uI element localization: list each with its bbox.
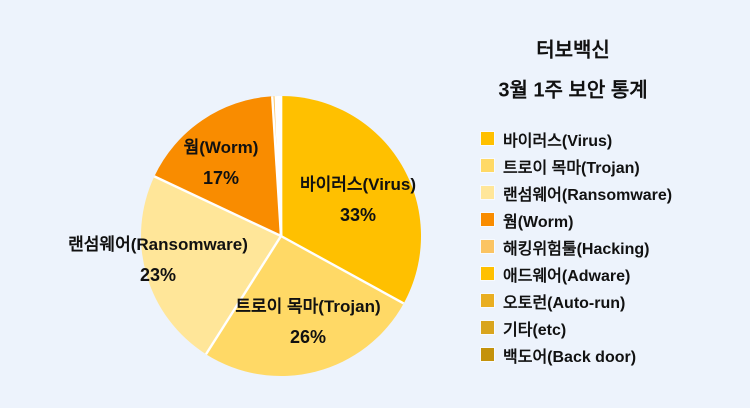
legend-item-etc: 기타(etc) <box>481 314 672 341</box>
slice-label-virus-name: 바이러스(Virus) <box>299 175 417 194</box>
slice-label-worm-name: 웜(Worm) <box>183 138 259 157</box>
legend-label-virus: 바이러스(Virus) <box>503 132 613 150</box>
slice-label-worm: 웜(Worm) 17% <box>184 133 259 193</box>
legend-swatch-etc <box>481 321 494 334</box>
pie-slice <box>205 236 404 377</box>
legend-swatch-ransomware <box>481 186 494 199</box>
legend-swatch-trojan <box>481 159 494 172</box>
pie-slice <box>154 96 281 236</box>
chart-title: 터보백신 <box>536 39 610 62</box>
slice-label-trojan-name: 트로이 목마(Trojan) <box>235 297 381 316</box>
legend-item-virus: 바이러스(Virus) <box>481 125 672 152</box>
legend: 바이러스(Virus) 트로이 목마(Trojan) 랜섬웨어(Ransomwa… <box>481 125 672 368</box>
chart-subtitle: 3월 1주 보안 통계 <box>498 79 648 102</box>
legend-label-etc: 기타(etc) <box>503 321 567 339</box>
legend-item-ransomware: 랜섬웨어(Ransomware) <box>481 179 672 206</box>
slice-label-trojan-pct: 26% <box>289 327 327 347</box>
legend-item-hacking: 해킹위험툴(Hacking) <box>481 233 672 260</box>
legend-item-adware: 애드웨어(Adware) <box>481 260 672 287</box>
slice-separator <box>153 175 282 238</box>
legend-label-adware: 애드웨어(Adware) <box>503 267 631 285</box>
slice-label-ransomware-name: 랜섬웨어(Ransomware) <box>68 235 248 254</box>
legend-item-worm: 웜(Worm) <box>481 206 672 233</box>
legend-swatch-hacking <box>481 240 494 253</box>
slice-label-worm-pct: 17% <box>202 168 240 188</box>
slice-label-ransomware: 랜섬웨어(Ransomware) 23% <box>68 230 248 290</box>
slice-label-ransomware-pct: 23% <box>139 265 177 285</box>
legend-label-worm: 웜(Worm) <box>503 213 574 231</box>
legend-item-backdoor: 백도어(Back door) <box>481 341 672 368</box>
slice-separator <box>280 234 405 305</box>
legend-label-ransomware: 랜섬웨어(Ransomware) <box>503 186 673 204</box>
pie-slice <box>281 96 421 304</box>
legend-swatch-worm <box>481 213 494 226</box>
legend-label-hacking: 해킹위험툴(Hacking) <box>503 240 650 258</box>
legend-label-trojan: 트로이 목마(Trojan) <box>503 159 640 177</box>
legend-swatch-virus <box>481 132 494 145</box>
slice-label-virus: 바이러스(Virus) 33% <box>300 170 416 230</box>
slice-label-virus-pct: 33% <box>339 205 377 225</box>
legend-item-trojan: 트로이 목마(Trojan) <box>481 152 672 179</box>
legend-item-autorun: 오토런(Auto-run) <box>481 287 672 314</box>
legend-swatch-autorun <box>481 294 494 307</box>
slice-label-trojan: 트로이 목마(Trojan) 26% <box>235 292 380 352</box>
slice-separator <box>204 235 283 355</box>
legend-swatch-adware <box>481 267 494 280</box>
legend-label-backdoor: 백도어(Back door) <box>503 348 637 366</box>
legend-swatch-backdoor <box>481 348 494 361</box>
legend-label-autorun: 오토런(Auto-run) <box>503 294 626 312</box>
